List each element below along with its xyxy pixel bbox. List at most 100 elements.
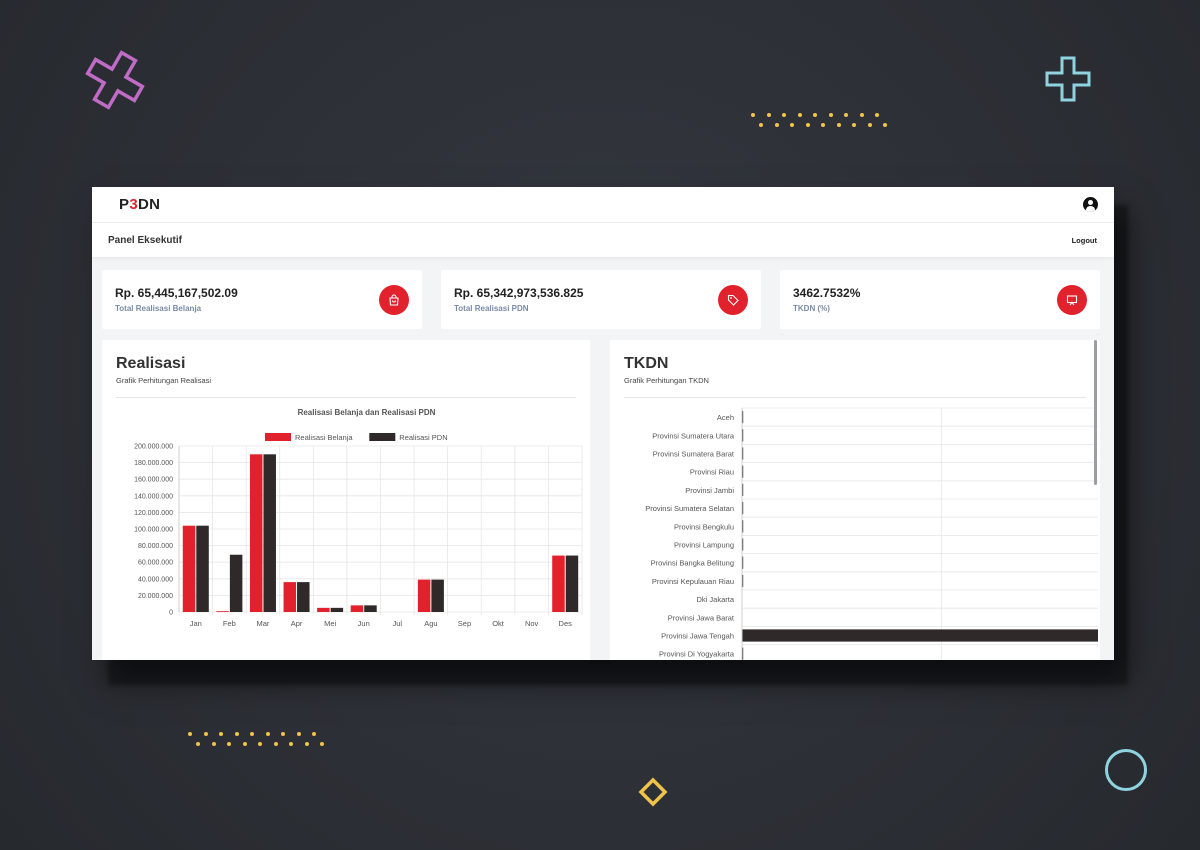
x-tick-label: Mei	[324, 619, 336, 628]
x-tick-label: Feb	[223, 619, 236, 628]
x-tick-label: Jan	[190, 619, 202, 628]
bar	[742, 483, 744, 496]
chart-title: Realisasi Belanja dan Realisasi PDN	[298, 408, 436, 417]
y-category-label: Provinsi Di Yogyakarta	[659, 650, 735, 659]
app-logo[interactable]: P3DN	[119, 196, 160, 213]
card-value: 3462.7532%	[793, 286, 861, 300]
bar	[431, 579, 444, 612]
y-tick-label: 140.000.000	[134, 493, 173, 500]
bar	[742, 556, 744, 569]
y-category-label: Provinsi Jawa Barat	[668, 613, 735, 622]
page-title: Panel Eksekutif	[108, 234, 182, 246]
divider	[116, 397, 576, 398]
card-label: Total Realisasi Belanja	[115, 304, 202, 313]
bar	[216, 611, 229, 612]
x-tick-label: Okt	[492, 619, 505, 628]
top-navbar: P3DN	[92, 187, 1114, 223]
circle-decoration-icon	[1105, 749, 1147, 791]
realisasi-panel: Realisasi Grafik Perhitungan Realisasi R…	[102, 340, 590, 660]
y-category-label: Aceh	[717, 413, 734, 422]
legend-swatch	[369, 433, 396, 441]
card-label: Total Realisasi PDN	[454, 304, 529, 313]
x-tick-label: Mar	[256, 619, 269, 628]
x-tick-label: Agu	[424, 619, 437, 628]
x-tick-label: Apr	[291, 619, 303, 628]
realisasi-bar-chart: Realisasi Belanja dan Realisasi PDN Reali…	[134, 408, 583, 628]
y-category-label: Provinsi Jambi	[685, 486, 734, 495]
x-tick-label: Nov	[525, 619, 539, 628]
user-avatar-icon[interactable]	[1083, 197, 1098, 212]
y-tick-label: 200.000.000	[134, 444, 173, 451]
bar	[263, 454, 276, 612]
bar	[742, 574, 744, 587]
presentation-icon	[1057, 284, 1087, 315]
panel-scrollbar[interactable]	[1094, 340, 1097, 485]
x-tick-label: Jun	[358, 619, 370, 628]
tkdn-horizontal-bar-chart: Aceh Provinsi Sumatera Utara Provinsi Suma…	[645, 407, 1098, 660]
logout-button[interactable]: Logout	[1071, 235, 1097, 245]
sub-header: Panel Eksekutif Logout	[92, 223, 1114, 257]
bar	[742, 629, 1098, 642]
y-tick-label: 60.000.000	[138, 560, 173, 567]
y-category-label: Dki Jakarta	[696, 595, 734, 604]
dashboard-screen: P3DN Panel Eksekutif Logout Rp. 65,445,1…	[92, 187, 1114, 660]
bar	[742, 411, 744, 424]
card-tkdn: 3462.7532% TKDN (%)	[780, 270, 1100, 329]
bar	[565, 555, 579, 612]
bar	[742, 520, 744, 533]
y-category-label: Provinsi Sumatera Selatan	[645, 504, 734, 513]
bar	[742, 429, 744, 442]
bar	[742, 647, 744, 660]
bar	[330, 607, 344, 612]
card-total-realisasi-belanja: Rp. 65,445,167,502.09 Total Realisasi Be…	[102, 270, 422, 329]
y-category-label: Provinsi Kepulauan Riau	[652, 577, 734, 586]
bar	[417, 579, 431, 612]
bar	[742, 465, 744, 478]
card-value: Rp. 65,342,973,536.825	[454, 286, 584, 300]
summary-cards: Rp. 65,445,167,502.09 Total Realisasi Be…	[102, 270, 1100, 329]
bar	[364, 605, 377, 612]
legend-label: Realisasi PDN	[399, 433, 447, 442]
bar	[742, 447, 744, 460]
tkdn-panel: TKDN Grafik Perhitungan TKDN Aceh Provins…	[610, 340, 1100, 660]
y-category-label: Provinsi Riau	[690, 468, 734, 477]
dots-decoration	[188, 732, 328, 746]
x-tick-label: Jul	[392, 619, 402, 628]
bar	[297, 582, 310, 612]
divider	[624, 397, 1086, 398]
y-tick-label: 160.000.000	[134, 477, 173, 484]
y-tick-label: 120.000.000	[134, 510, 173, 517]
y-category-label: Provinsi Sumatera Barat	[653, 450, 735, 459]
shopping-bag-icon	[379, 284, 409, 315]
bar	[552, 555, 565, 612]
bar	[283, 582, 297, 612]
y-tick-label: 0	[169, 610, 173, 617]
tag-icon	[718, 284, 748, 315]
bar	[350, 605, 364, 612]
y-tick-label: 40.000.000	[138, 576, 173, 583]
y-tick-label: 180.000.000	[134, 460, 173, 467]
bar	[196, 525, 209, 612]
y-category-label: Provinsi Lampung	[674, 541, 734, 550]
tkdn-subtitle: Grafik Perhitungan TKDN	[624, 376, 709, 385]
y-tick-label: 20.000.000	[138, 593, 173, 600]
bar	[229, 554, 243, 612]
legend-label: Realisasi Belanja	[295, 433, 353, 442]
card-value: Rp. 65,445,167,502.09	[115, 286, 238, 300]
plus-decoration-icon	[1045, 56, 1091, 102]
logo-suffix: DN	[137, 196, 161, 213]
x-tick-label: Sep	[458, 619, 471, 628]
diamond-decoration-icon	[638, 777, 668, 807]
tkdn-title: TKDN	[624, 355, 669, 372]
y-category-label: Provinsi Bengkulu	[674, 522, 734, 531]
card-total-realisasi-pdn: Rp. 65,342,973,536.825 Total Realisasi P…	[441, 270, 761, 329]
y-category-label: Provinsi Jawa Tengah	[661, 632, 734, 641]
realisasi-title: Realisasi	[116, 355, 186, 372]
dots-decoration	[751, 113, 891, 127]
logo-accent: 3	[129, 196, 138, 213]
plus-decoration-icon	[85, 50, 145, 110]
x-tick-label: Des	[559, 619, 573, 628]
logo-prefix: P	[119, 196, 130, 213]
bar	[742, 502, 744, 515]
legend-swatch	[265, 433, 291, 441]
